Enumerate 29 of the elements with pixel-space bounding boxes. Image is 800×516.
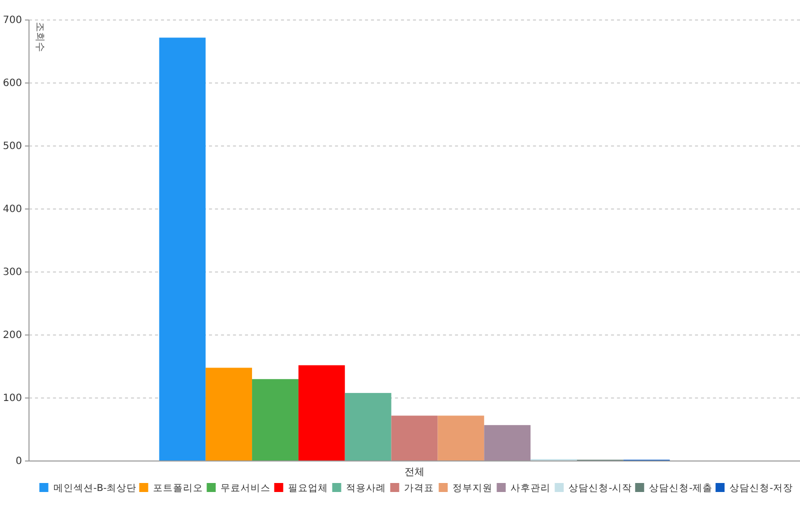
- legend-label: 상담신청-시작: [568, 483, 632, 494]
- bar: [391, 416, 438, 461]
- legend-label: 상담신청-저장: [730, 483, 794, 494]
- y-tick-label: 600: [2, 78, 22, 90]
- legend-label: 필요업체: [288, 483, 328, 494]
- y-tick-label: 0: [16, 456, 22, 468]
- legend-label: 메인섹션-B-최상단: [53, 483, 137, 494]
- y-axis-title: 조회수: [34, 22, 45, 52]
- x-tick-label: 전체: [404, 467, 424, 478]
- y-tick-label: 300: [2, 267, 22, 278]
- bar: [438, 416, 484, 461]
- y-tick-label: 100: [2, 393, 22, 404]
- bar: [484, 425, 531, 461]
- legend-label: 무료서비스: [220, 483, 271, 494]
- bar: [252, 379, 298, 461]
- bar: [298, 365, 345, 461]
- legend-label: 상담신청-제출: [649, 483, 713, 494]
- y-tick-label: 500: [2, 141, 22, 152]
- y-tick-label: 400: [2, 204, 22, 216]
- legend-label: 사후관리: [510, 483, 551, 494]
- legend-label: 가격표: [404, 483, 434, 494]
- legend-label: 포트폴리오: [153, 483, 204, 494]
- bar: [159, 38, 206, 461]
- y-tick-label: 200: [2, 330, 22, 342]
- legend-label: 적용사례: [346, 483, 386, 494]
- y-tick-label: 700: [2, 15, 22, 26]
- legend-label: 정부지원: [452, 483, 493, 494]
- bar: [206, 368, 252, 461]
- bar: [344, 392, 392, 461]
